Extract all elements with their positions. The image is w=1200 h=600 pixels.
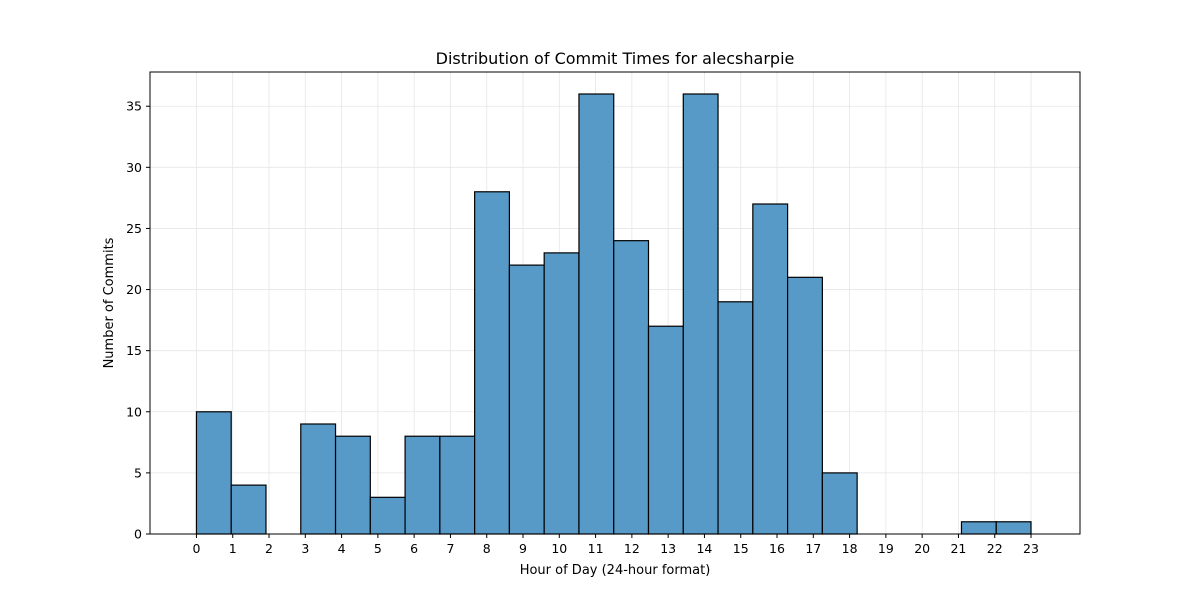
x-tick-label: 1: [229, 541, 237, 556]
histogram-bars: [195, 93, 1032, 535]
histogram-bar: [439, 435, 476, 535]
x-tick-label: 10: [551, 541, 567, 556]
x-tick-label: 20: [914, 541, 930, 556]
histogram-bar: [300, 423, 337, 535]
x-tick-label: 5: [374, 541, 382, 556]
x-tick-label: 13: [660, 541, 676, 556]
histogram-bar: [230, 484, 267, 535]
x-tick-label: 9: [519, 541, 527, 556]
y-tick-label: 35: [126, 99, 142, 114]
histogram-bar: [752, 203, 789, 535]
x-axis-label: Hour of Day (24-hour format): [520, 563, 711, 578]
histogram-bar: [821, 472, 858, 535]
x-tick-label: 8: [483, 541, 491, 556]
y-tick-label: 10: [126, 404, 142, 419]
plot-frame: [149, 71, 1081, 535]
histogram-bar: [960, 521, 997, 535]
x-axis-ticks: 0 1 2 3 4 5 6 7 8 9 10 11 12 13 14 15 16 17 18 19 20 21 22 23: [192, 534, 1039, 556]
x-tick-label: 0: [192, 541, 200, 556]
histogram-bar: [404, 435, 441, 535]
chart-title: Distribution of Commit Times for alecsha…: [436, 49, 795, 68]
y-axis-ticks: 0 5 10 15 20 25 30 35: [126, 99, 150, 542]
y-tick-label: 20: [126, 282, 142, 297]
histogram-bar: [613, 240, 650, 535]
histogram-bar: [995, 521, 1032, 535]
x-tick-label: 11: [588, 541, 604, 556]
histogram-bar: [717, 301, 754, 535]
x-tick-label: 7: [446, 541, 454, 556]
y-axis-label: Number of Commits: [102, 237, 117, 368]
y-tick-label: 30: [126, 160, 142, 175]
histogram-bar: [786, 276, 823, 535]
x-tick-label: 23: [1023, 541, 1039, 556]
x-tick-label: 22: [987, 541, 1003, 556]
x-tick-label: 17: [805, 541, 821, 556]
x-tick-label: 16: [769, 541, 785, 556]
x-tick-label: 4: [338, 541, 346, 556]
x-tick-label: 15: [733, 541, 749, 556]
histogram-bar: [543, 252, 580, 535]
x-tick-label: 18: [842, 541, 858, 556]
x-tick-label: 2: [265, 541, 273, 556]
x-tick-label: 19: [878, 541, 894, 556]
x-tick-label: 3: [301, 541, 309, 556]
x-tick-label: 21: [950, 541, 966, 556]
y-tick-label: 25: [126, 221, 142, 236]
x-tick-label: 6: [410, 541, 418, 556]
histogram-bar: [369, 496, 406, 535]
x-tick-label: 12: [624, 541, 640, 556]
histogram-bar: [334, 435, 371, 535]
histogram-bar: [682, 93, 719, 535]
y-tick-label: 0: [134, 527, 142, 542]
x-tick-label: 14: [696, 541, 712, 556]
histogram-bar: [578, 93, 615, 535]
histogram-bar: [647, 325, 684, 535]
y-tick-label: 15: [126, 343, 142, 358]
histogram-bar: [195, 411, 232, 535]
histogram-bar: [508, 264, 545, 535]
y-tick-label: 5: [134, 465, 142, 480]
histogram-bar: [474, 191, 511, 535]
